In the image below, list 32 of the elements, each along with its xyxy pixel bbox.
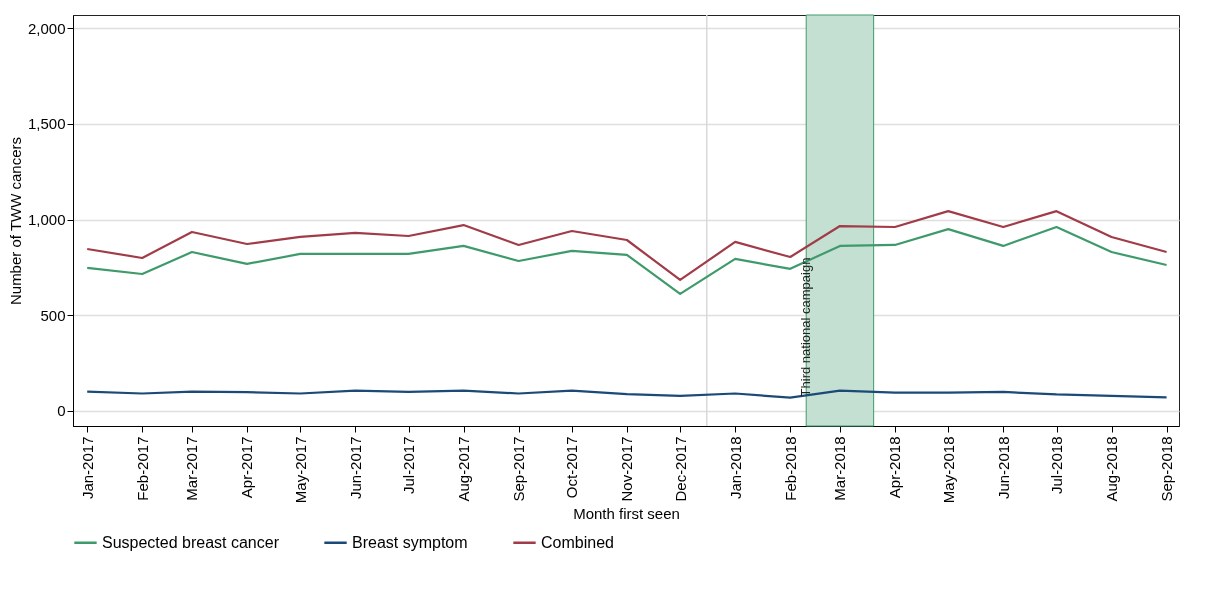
x-tick-label: Feb-2018 [781, 436, 799, 501]
y-tick-label: 500 [40, 306, 66, 324]
x-axis-title: Month first seen [573, 505, 680, 523]
x-tick-label: Jul-2018 [1048, 436, 1066, 495]
x-tick-label: Jan-2018 [726, 436, 744, 500]
legend-label: Suspected breast cancer [102, 533, 280, 551]
x-tick-label: Oct-2017 [563, 436, 581, 499]
x-tick-label: Jul-2017 [400, 436, 418, 495]
x-tick-label: Aug-2017 [455, 436, 473, 502]
x-tick-label: Nov-2017 [618, 436, 636, 502]
legend-label: Combined [541, 533, 614, 551]
band-label: Third national campaign [798, 257, 814, 397]
y-tick-label: 0 [57, 402, 66, 420]
x-tick-label: Sep-2018 [1158, 436, 1176, 502]
y-axis-title: Number of TWW cancers [6, 136, 24, 306]
x-tick-label: Feb-2017 [133, 436, 151, 501]
x-tick-label: Apr-2017 [238, 436, 256, 499]
x-tick-label: Jun-2017 [346, 436, 364, 500]
x-tick-label: Jan-2017 [78, 436, 96, 500]
x-tick-label: Mar-2017 [183, 436, 201, 501]
y-tick-label: 1,500 [27, 115, 66, 133]
y-tick-label: 1,000 [27, 211, 66, 229]
x-tick-label: May-2017 [291, 436, 309, 504]
x-tick-label: Mar-2018 [831, 436, 849, 501]
x-tick-label: Aug-2018 [1103, 436, 1121, 502]
legend-label: Breast symptom [352, 533, 468, 551]
x-tick-label: Apr-2018 [886, 436, 904, 499]
y-tick-label: 2,000 [27, 19, 66, 37]
x-tick-label: Jun-2018 [994, 436, 1012, 500]
x-tick-label: May-2018 [939, 436, 957, 504]
x-tick-label: Dec-2017 [671, 436, 689, 502]
x-tick-label: Sep-2017 [510, 436, 528, 502]
